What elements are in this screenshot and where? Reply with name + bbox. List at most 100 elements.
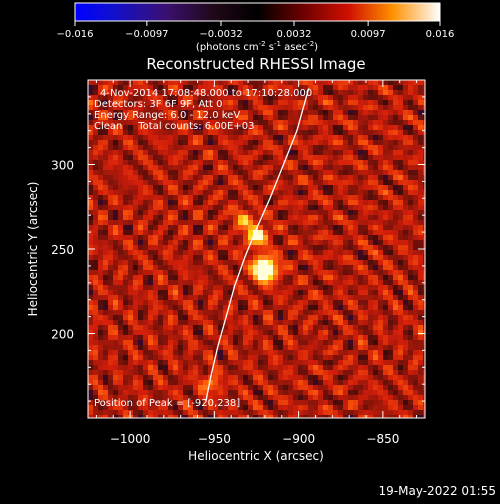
- heatmap-cell: [418, 145, 423, 150]
- heatmap-cell: [108, 90, 113, 95]
- heatmap-cell: [303, 240, 308, 245]
- heatmap-cell: [113, 345, 118, 350]
- heatmap-cell: [308, 390, 313, 395]
- heatmap-cell: [408, 320, 413, 325]
- heatmap-cell: [98, 390, 103, 395]
- heatmap-cell: [168, 335, 173, 340]
- heatmap-cell: [108, 105, 113, 110]
- heatmap-cell: [218, 200, 223, 205]
- heatmap-cell: [258, 380, 263, 385]
- heatmap-cell: [263, 85, 268, 90]
- heatmap-cell: [208, 265, 213, 270]
- heatmap-cell: [363, 340, 368, 345]
- heatmap-cell: [423, 385, 425, 390]
- heatmap-cell: [398, 405, 403, 410]
- heatmap-cell: [318, 140, 323, 145]
- heatmap-cell: [333, 345, 338, 350]
- heatmap-cell: [183, 160, 188, 165]
- heatmap-cell: [118, 80, 123, 85]
- heatmap-cell: [108, 190, 113, 195]
- heatmap-cell: [108, 310, 113, 315]
- heatmap-cell: [353, 215, 358, 220]
- heatmap-cell: [273, 105, 278, 110]
- heatmap-cell: [413, 175, 418, 180]
- heatmap-cell: [123, 285, 128, 290]
- heatmap-cell: [123, 240, 128, 245]
- heatmap-cell: [253, 395, 258, 400]
- heatmap-cell: [283, 235, 288, 240]
- heatmap-cell: [313, 195, 318, 200]
- heatmap-cell: [423, 315, 425, 320]
- heatmap-cell: [118, 200, 123, 205]
- heatmap-cell: [373, 80, 378, 85]
- heatmap-cell: [278, 225, 283, 230]
- heatmap-cell: [233, 95, 238, 100]
- heatmap-cell: [338, 260, 343, 265]
- heatmap-cell: [413, 285, 418, 290]
- heatmap-cell: [403, 325, 408, 330]
- heatmap-cell: [293, 350, 298, 355]
- heatmap-cell: [188, 365, 193, 370]
- heatmap-cell: [338, 345, 343, 350]
- heatmap-cell: [133, 350, 138, 355]
- heatmap-cell: [363, 145, 368, 150]
- heatmap-cell: [413, 135, 418, 140]
- heatmap-cell: [268, 235, 273, 240]
- heatmap-cell: [98, 405, 103, 410]
- heatmap-cell: [368, 295, 373, 300]
- heatmap-cell: [238, 375, 243, 380]
- heatmap-cell: [213, 360, 218, 365]
- heatmap-cell: [213, 300, 218, 305]
- heatmap-cell: [143, 405, 148, 410]
- heatmap-cell: [268, 410, 273, 415]
- heatmap-cell: [233, 120, 238, 125]
- heatmap-cell: [318, 350, 323, 355]
- heatmap-cell: [173, 370, 178, 375]
- heatmap-cell: [133, 185, 138, 190]
- heatmap-cell: [93, 370, 98, 375]
- heatmap-cell: [198, 310, 203, 315]
- heatmap-cell: [418, 165, 423, 170]
- heatmap-cell: [413, 140, 418, 145]
- heatmap-cell: [208, 185, 213, 190]
- heatmap-cell: [168, 380, 173, 385]
- heatmap-cell: [153, 200, 158, 205]
- heatmap-cell: [238, 230, 243, 235]
- heatmap-cell: [173, 230, 178, 235]
- colorbar-tick-label: −0.0097: [125, 29, 168, 40]
- heatmap-cell: [343, 265, 348, 270]
- heatmap-cell: [358, 320, 363, 325]
- heatmap-cell: [393, 245, 398, 250]
- heatmap-cell: [328, 295, 333, 300]
- heatmap-cell: [208, 235, 213, 240]
- heatmap-cell: [143, 380, 148, 385]
- heatmap-cell: [423, 135, 425, 140]
- heatmap-cell: [153, 375, 158, 380]
- heatmap-cell: [178, 365, 183, 370]
- heatmap-cell: [393, 390, 398, 395]
- heatmap-cell: [143, 345, 148, 350]
- heatmap-cell: [103, 380, 108, 385]
- heatmap-cell: [113, 245, 118, 250]
- heatmap-cell: [143, 190, 148, 195]
- heatmap-cell: [223, 145, 228, 150]
- heatmap-cell: [88, 315, 93, 320]
- heatmap-cell: [118, 370, 123, 375]
- heatmap-cell: [418, 235, 423, 240]
- heatmap-cell: [128, 330, 133, 335]
- heatmap-cell: [393, 235, 398, 240]
- heatmap-cell: [243, 270, 248, 275]
- heatmap-cell: [223, 85, 228, 90]
- heatmap-cell: [228, 220, 233, 225]
- heatmap-cell: [123, 270, 128, 275]
- heatmap-cell: [408, 380, 413, 385]
- heatmap-cell: [308, 380, 313, 385]
- heatmap-cell: [223, 415, 228, 418]
- heatmap-cell: [113, 320, 118, 325]
- heatmap-cell: [318, 285, 323, 290]
- heatmap-cell: [373, 410, 378, 415]
- heatmap-cell: [263, 360, 268, 365]
- heatmap-cell: [318, 220, 323, 225]
- heatmap-cell: [218, 140, 223, 145]
- heatmap-cell: [218, 305, 223, 310]
